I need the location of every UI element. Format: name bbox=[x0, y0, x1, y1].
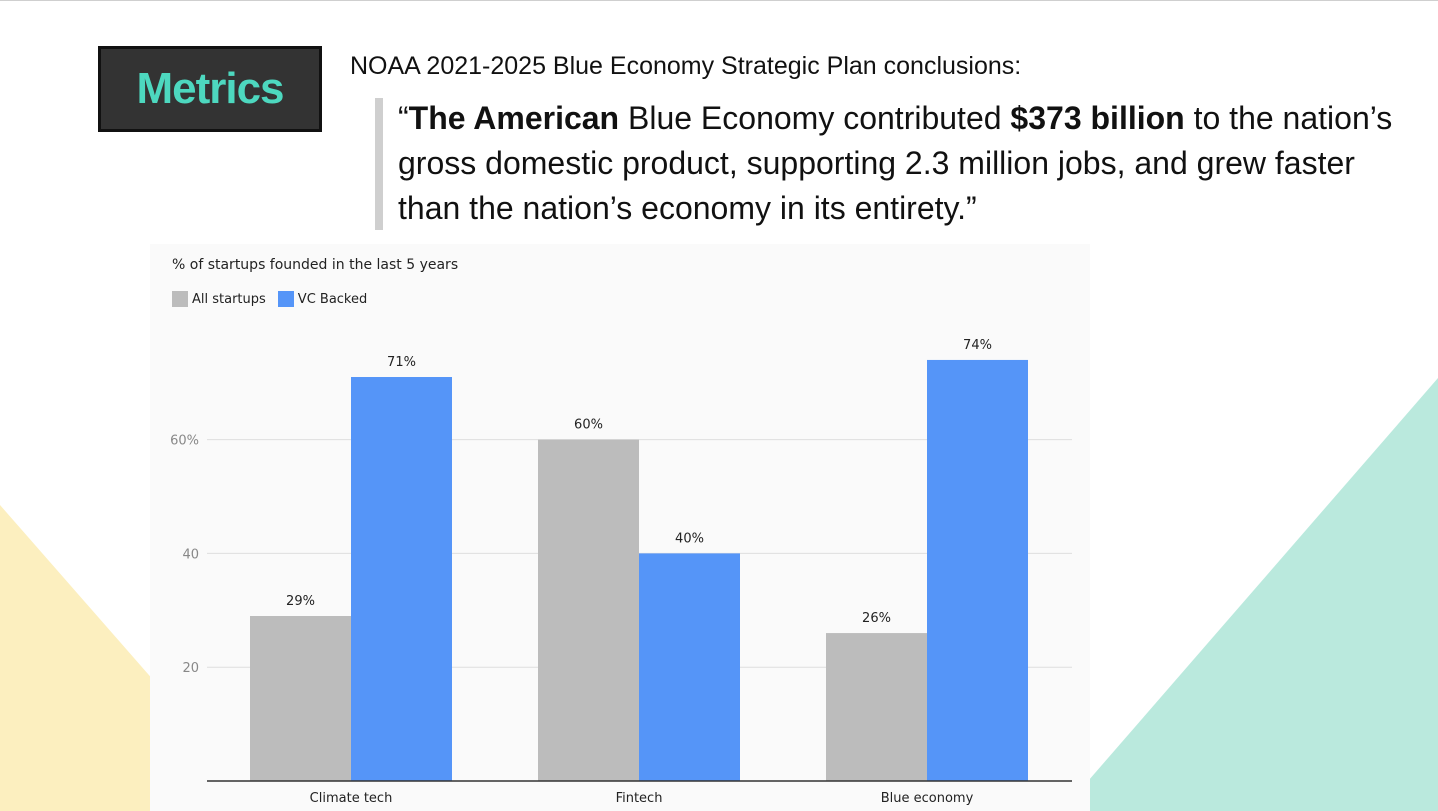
y-tick-label-40: 40 bbox=[182, 547, 199, 562]
intro-text: NOAA 2021-2025 Blue Economy Strategic Pl… bbox=[350, 52, 1022, 80]
quote-bold-2: $373 billion bbox=[1010, 100, 1185, 136]
bar-fintech-all-startups bbox=[538, 439, 639, 781]
y-tick-label-20: 20 bbox=[182, 661, 199, 676]
legend-item-all-startups: All startups bbox=[172, 291, 266, 307]
y-tick-label-60: 60% bbox=[170, 434, 199, 449]
bar-fintech-vc-backed bbox=[639, 553, 740, 781]
data-label-fintech-all-startups: 60% bbox=[574, 418, 603, 433]
data-label-blue-economy-vc-backed: 74% bbox=[963, 338, 992, 353]
quote-open: “ bbox=[398, 100, 409, 136]
metrics-badge: Metrics bbox=[98, 46, 322, 132]
legend-label-all-startups: All startups bbox=[192, 291, 266, 307]
teal-triangle bbox=[1062, 378, 1438, 811]
badge-label: Metrics bbox=[136, 64, 284, 113]
quote: “The American Blue Economy contributed $… bbox=[398, 96, 1408, 231]
x-tick-label-climate-tech: Climate tech bbox=[310, 791, 393, 806]
legend-swatch-all-startups bbox=[172, 291, 188, 307]
data-label-climate-tech-vc-backed: 71% bbox=[387, 355, 416, 370]
legend-swatch-vc-backed bbox=[277, 291, 294, 307]
quote-bold-1: The American bbox=[408, 100, 620, 136]
chart-legend: All startups VC Backed bbox=[172, 291, 379, 307]
quote-bar bbox=[375, 98, 383, 230]
bar-climate-tech-vc-backed bbox=[351, 377, 452, 781]
data-label-climate-tech-all-startups: 29% bbox=[286, 594, 315, 609]
data-label-fintech-vc-backed: 40% bbox=[675, 531, 704, 546]
bar-blue-economy-vc-backed bbox=[927, 359, 1028, 781]
quote-text-1: Blue Economy contributed bbox=[619, 100, 1011, 136]
quote-text-2: to the nation’s gross domestic product, … bbox=[398, 100, 1393, 226]
legend-item-vc-backed: VC Backed bbox=[277, 291, 368, 307]
top-rule bbox=[0, 0, 1438, 1]
chart-title: % of startups founded in the last 5 year… bbox=[172, 257, 459, 273]
bar-climate-tech-all-startups bbox=[250, 615, 351, 781]
bar-blue-economy-all-startups bbox=[826, 633, 927, 781]
data-label-blue-economy-all-startups: 26% bbox=[862, 611, 891, 626]
x-tick-label-fintech: Fintech bbox=[616, 791, 663, 806]
legend-label-vc-backed: VC Backed bbox=[297, 291, 368, 307]
x-tick-label-blue-economy: Blue economy bbox=[881, 791, 974, 806]
